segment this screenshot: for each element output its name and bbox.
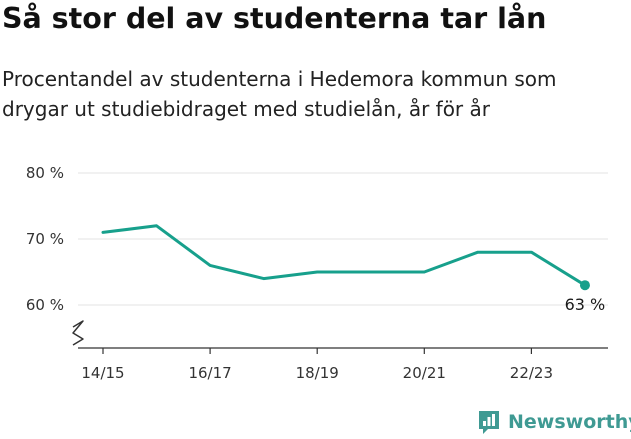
brand-name: Newsworthy bbox=[508, 411, 631, 433]
x-tick-label-16/17: 16/17 bbox=[188, 364, 231, 382]
last-point-marker bbox=[579, 280, 590, 291]
y-tick-label-80: 80 % bbox=[26, 164, 64, 182]
x-tick-label-14/15: 14/15 bbox=[81, 364, 124, 382]
bar-chart-icon bbox=[479, 411, 499, 434]
last-value-label: 63 % bbox=[565, 295, 606, 314]
newsworthy-logo: Newsworthy bbox=[476, 408, 631, 436]
y-tick-label-70: 70 % bbox=[26, 230, 64, 248]
y-tick-label-60: 60 % bbox=[26, 296, 64, 314]
axis-break-icon bbox=[72, 320, 84, 346]
x-tick-label-18/19: 18/19 bbox=[296, 364, 339, 382]
line-chart: 60 % 70 % 80 % 14/15 16/17 18/19 20/21 22/23 63 … bbox=[26, 164, 608, 382]
chart-subtitle: Procentandel av studenterna i Hedemora k… bbox=[2, 67, 557, 121]
x-tick-label-20/21: 20/21 bbox=[403, 364, 446, 382]
chart-title: Så stor del av studenterna tar lån bbox=[2, 2, 547, 35]
series-line-0 bbox=[101, 224, 587, 287]
x-tick-label-22/23: 22/23 bbox=[510, 364, 553, 382]
